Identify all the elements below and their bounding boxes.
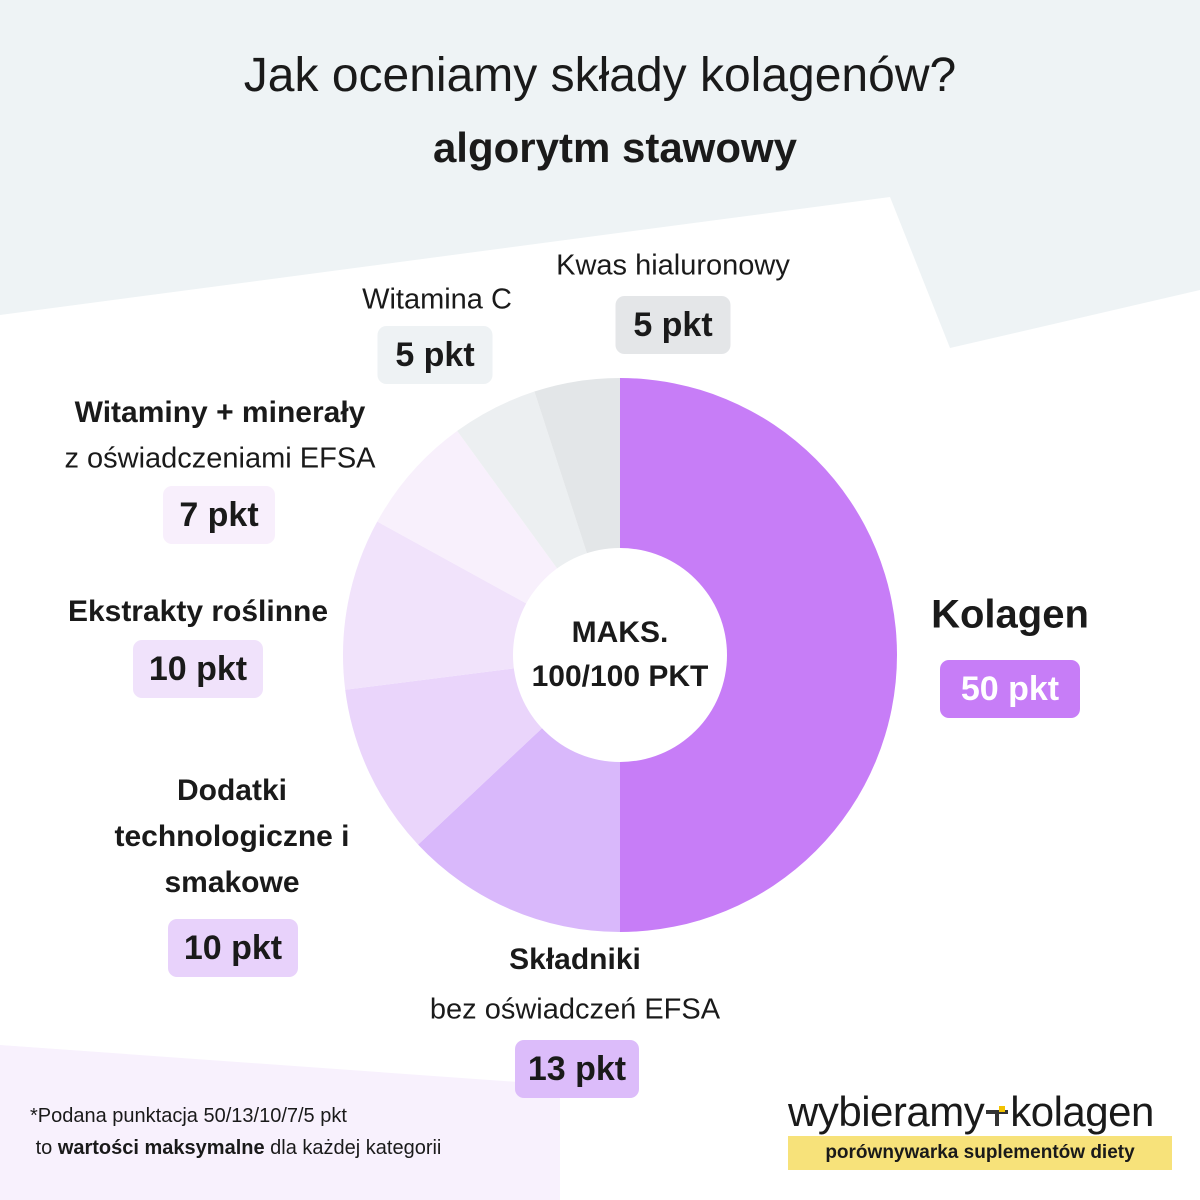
category-label: Witaminy + minerały [74,396,366,429]
donut-slice [620,378,897,932]
brand-part: wybieramy [788,1088,985,1135]
value-label: 5 pkt [377,326,493,384]
brand-logo: wybieramy kolagen [788,1088,1154,1136]
donut-hole [513,548,727,762]
center-label: MAKS. 100/100 PKT [532,611,709,699]
value-label: 5 pkt [615,296,731,354]
brand-tagline: porównywarka suplementów diety [788,1136,1172,1170]
value-label: 50 pkt [940,660,1080,718]
text: dla każdej kategorii [270,1137,442,1159]
value-label: 10 pkt [168,919,298,977]
chart-title: Jak oceniamy składy kolagenów? [243,49,957,102]
footnote-line: *Podana punktacja 50/13/10/7/5 pkt [30,1105,347,1127]
center-line: 100/100 PKT [531,660,709,693]
category-label: Witamina C [362,283,512,316]
text-bold: wartości maksymalne [57,1137,265,1159]
value-label: 13 pkt [515,1040,639,1098]
brand-part: kolagen [1010,1088,1154,1135]
category-label: Kolagen [931,592,1089,637]
value-label: 7 pkt [163,486,275,544]
category-label: Składniki [509,943,641,976]
value-label: 10 pkt [133,640,263,698]
footnote-line: to wartości maksymalne dla każdej katego… [30,1132,442,1164]
text: to [35,1137,53,1159]
category-label: Dodatki technologiczne i smakowe [114,774,350,899]
category-note: z oświadczeniami EFSA [64,442,376,475]
center-line: MAKS. [571,616,669,649]
background-accent [0,1045,560,1200]
category-label: Kwas hialuronowy [556,249,790,282]
category-label: Ekstrakty roślinne [67,595,329,628]
category-note: bez oświadczeń EFSA [429,993,721,1026]
brand-icon [986,1105,1009,1126]
footnote: *Podana punktacja 50/13/10/7/5 pkt to wa… [30,1100,441,1164]
chart-subtitle: algorytm stawowy [432,124,798,171]
